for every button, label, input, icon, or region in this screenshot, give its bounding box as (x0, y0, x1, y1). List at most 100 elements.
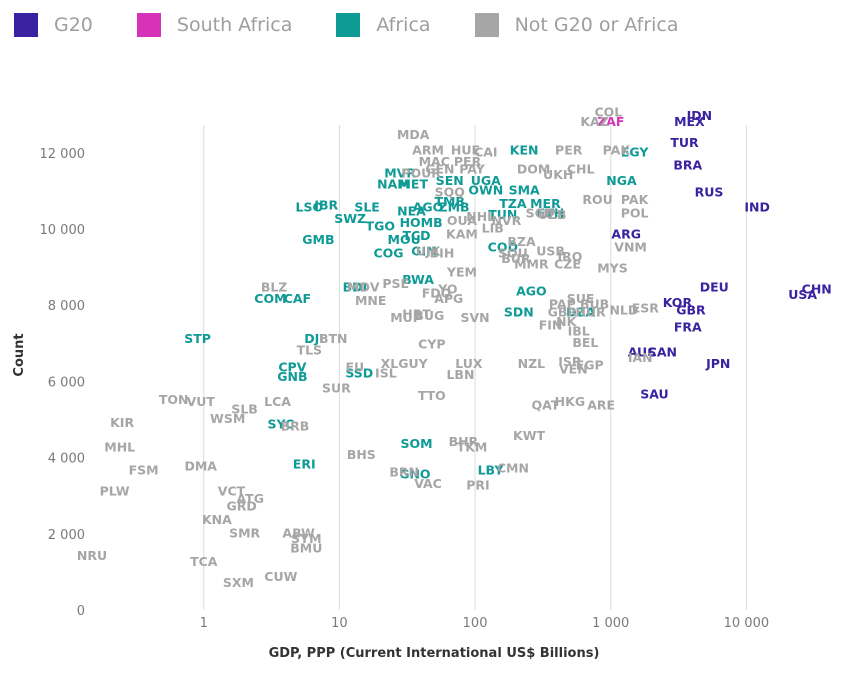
point-nzl: NZL (518, 356, 546, 371)
point-ago2: AGO (516, 283, 547, 298)
point-cuw: CUW (264, 569, 297, 584)
point-sau: SAU (640, 386, 668, 401)
point-tls: TLS (297, 342, 323, 357)
point-arg: ARG (611, 226, 641, 241)
point-sue: SUE (567, 291, 595, 306)
point-bel: BEL (572, 335, 598, 350)
point-bhr: BHR (449, 434, 479, 449)
point-mex: MEX (674, 114, 705, 129)
point-sle: SLE (354, 200, 380, 215)
point-mhl: MHL (104, 440, 135, 455)
legend-swatch-africa (336, 13, 361, 37)
point-bih: BIH (430, 245, 455, 260)
x-axis-title: GDP, PPP (Current International US$ Bill… (269, 646, 600, 661)
point-sdn: SDN (504, 304, 534, 319)
point-syc: SYC (267, 417, 294, 432)
legend-item-south-africa[interactable]: South Africa (136, 13, 292, 37)
point-rus: RUS (695, 184, 724, 199)
point-kir: KIR (110, 415, 134, 430)
point-nk: NK (556, 314, 577, 329)
legend-item-not-g20-or-africa[interactable]: Not G20 or Africa (474, 13, 679, 37)
point-tmb: TMB (434, 194, 465, 209)
x-tick-label-10000: 10 000 (724, 616, 770, 631)
point-slb: SLB (231, 402, 258, 417)
point-cog: COG (373, 245, 403, 260)
point-mvr: MVR (384, 165, 416, 180)
point-brn: BRN (389, 464, 419, 479)
point-lbn: LBN (446, 367, 474, 382)
point-dza: DZA (566, 304, 595, 319)
point-bhs: BHS (347, 447, 376, 462)
point-wsm: WSM (210, 411, 245, 426)
point-egy: EGY (621, 144, 650, 159)
point-ibr: IBR (314, 198, 338, 213)
point-gnb: GNB (277, 369, 307, 384)
point-sqq: SQQ (435, 184, 465, 199)
point-ukh: UKH (543, 167, 573, 182)
point-cpv: CPV (278, 360, 306, 375)
y-tick-label-0: 0 (77, 604, 85, 619)
legend-item-g20[interactable]: G20 (14, 13, 93, 37)
point-lib: LIB (482, 221, 504, 236)
point-uzb: UZB (538, 207, 567, 222)
point-sma: SMA (509, 182, 540, 197)
point-bmu: BMU (290, 541, 322, 556)
point-bug: BUG (414, 308, 444, 323)
point-isl: ISL (375, 365, 397, 380)
y-tick-label-12000: 12 000 (40, 147, 86, 162)
point-bza: BZA (507, 234, 536, 249)
point-sym: SYM (291, 531, 322, 546)
point-ibl: IBL (568, 323, 590, 338)
point-usa: USA (788, 287, 817, 302)
point-mys: MYS (597, 261, 628, 276)
point-hur: HUR (575, 304, 606, 319)
point-dma: DMA (184, 459, 217, 474)
x-tick-label-100: 100 (463, 616, 488, 631)
point-vut: VUT (187, 394, 216, 409)
point-mup: MUP (390, 310, 422, 325)
point-bub: BUB (580, 297, 609, 312)
point-vnm: VNM (614, 240, 647, 255)
x-axis-ticks: 1 10 100 1 000 10 000 (200, 616, 770, 631)
point-eri: ERI (293, 457, 316, 472)
legend-item-africa[interactable]: Africa (336, 13, 431, 37)
point-bdi: BDI (343, 280, 368, 295)
point-fra: FRA (674, 320, 702, 335)
point-hkg: HKG (555, 394, 585, 409)
point-aus: AUS (628, 344, 656, 359)
point-gin: GIN (411, 243, 436, 258)
point-bwa: BWA (402, 272, 434, 287)
point-egp: EGP (576, 358, 604, 373)
point-lby: LBY (478, 462, 505, 477)
point-deu: DEU (700, 280, 729, 295)
point-kaz: KAZ (580, 114, 608, 129)
point-pay: PAY (459, 162, 485, 177)
point-mer: MER (530, 196, 561, 211)
point-uga: UGA (471, 173, 501, 188)
point-mou: MOU (388, 232, 421, 247)
point-ago: AGO (413, 200, 444, 215)
point-nvr: NVR (491, 213, 521, 228)
point-btn: BTN (319, 331, 348, 346)
point-ton: TON (159, 392, 189, 407)
legend-label-africa: Africa (376, 14, 431, 36)
point-ven: VEN (559, 362, 588, 377)
point-cze: CZE (554, 257, 581, 272)
point-hbt: HBT (402, 306, 431, 321)
point-tkm: TKM (457, 440, 488, 455)
point-kor: KOR (663, 295, 693, 310)
point-ujk: UJK (416, 243, 442, 258)
point-can: CAN (648, 344, 677, 359)
point-tun: TUN (488, 207, 517, 222)
point-stp: STP (184, 331, 211, 346)
point-zaf: ZAF (597, 114, 624, 129)
point-cyp: CYP (418, 337, 445, 352)
point-swz: SWZ (334, 211, 366, 226)
point-kwt: KWT (513, 428, 545, 443)
point-cmn: CMN (497, 461, 529, 476)
point-gbr2: GBR (548, 304, 578, 319)
point-met: MET (398, 177, 428, 192)
y-tick-label-10000: 10 000 (40, 223, 86, 238)
y-axis-ticks: 0 2 000 4 000 6 000 8 000 10 000 12 000 (40, 147, 86, 619)
point-ssd: SSD (345, 365, 373, 380)
